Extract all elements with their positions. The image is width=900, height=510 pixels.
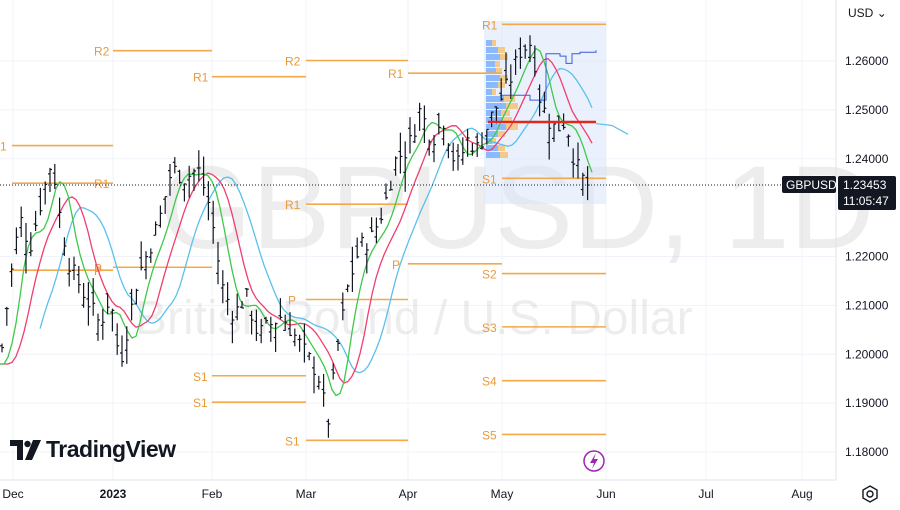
currency-selector[interactable]: USD ⌄ [842,4,893,22]
pivot-label: S2 [482,268,497,282]
time-tick-label: Dec [2,487,23,501]
pivot-label: R1 [285,198,301,212]
chart-grid [0,0,836,480]
price-tick-label: 1.25000 [845,103,889,117]
price-axis[interactable]: 1.26000 1.25000 1.24000 1.22000 1.21000 1.200… [845,54,889,459]
pivot-label: S1 [285,434,300,448]
currency-label: USD [848,6,874,20]
pivot-label: R1 [482,18,498,32]
price-tick-label: 1.24000 [845,152,889,166]
settings-icon[interactable] [860,484,880,504]
moving-average-pink [0,57,593,384]
pivot-label: P [288,294,296,308]
tradingview-logo-icon [10,439,41,460]
price-badge-countdown: 11:05:47 [843,194,889,208]
pivot-label: S1 [193,396,208,410]
symbol-badge-name: GBPUSD [786,178,837,192]
moving-average-projection [595,122,629,135]
pivot-label: 1 [0,140,7,154]
time-tick-label: Jul [698,487,713,501]
tradingview-logo-text: TradingView [46,436,176,462]
chevron-down-icon: ⌄ [876,6,887,20]
pivot-label: S1 [482,172,497,186]
vwap-step-line [500,50,597,101]
tradingview-logo: TradingView [10,436,176,463]
pivot-label: S1 [193,370,208,384]
time-tick-label: 2023 [100,487,127,501]
time-tick-label: Jun [596,487,615,501]
ohlc-bars [0,35,590,438]
pivot-label: S5 [482,428,497,442]
time-tick-label: May [491,487,514,501]
pivot-label: S3 [482,321,497,335]
pivot-label: P [392,258,400,272]
pivot-label: S4 [482,375,497,389]
lightning-icon[interactable] [583,450,605,472]
price-tick-label: 1.26000 [845,54,889,68]
price-tick-label: 1.21000 [845,298,889,312]
price-tick-label: 1.18000 [845,445,889,459]
time-tick-label: Feb [202,487,223,501]
moving-average-green [0,47,593,397]
watermark-description: British Pound / U.S. Dollar [135,292,693,345]
time-axis[interactable]: Dec 2023 Feb Mar Apr May Jun Jul Aug [2,487,812,501]
price-badge-value: 1.23453 [843,178,887,192]
time-tick-label: Aug [791,487,812,501]
symbol-badge-bg [782,176,836,193]
price-tick-label: 1.19000 [845,396,889,410]
pivot-label: R2 [94,45,110,59]
pivot-label: R1 [193,71,209,85]
price-tick-label: 1.22000 [845,250,889,264]
pivot-label: R2 [285,55,301,69]
price-tick-label: 1.20000 [845,347,889,361]
pivot-label: R1 [94,177,110,191]
time-tick-label: Mar [296,487,317,501]
pivot-label: R1 [388,67,404,81]
time-tick-label: Apr [399,487,418,501]
price-badge-bg [838,176,896,210]
